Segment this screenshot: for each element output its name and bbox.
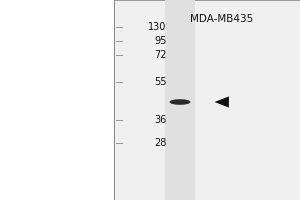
Polygon shape: [214, 96, 229, 108]
Bar: [0, 0, 114, 200]
Text: 28: 28: [154, 138, 167, 148]
Bar: [114, 0, 300, 200]
Text: 95: 95: [154, 36, 167, 46]
Bar: [165, 0, 195, 200]
Ellipse shape: [169, 99, 190, 105]
Text: 72: 72: [154, 50, 167, 60]
Text: MDA-MB435: MDA-MB435: [190, 14, 254, 24]
Text: 130: 130: [148, 22, 166, 32]
Text: 36: 36: [154, 115, 167, 125]
Text: 55: 55: [154, 77, 167, 87]
